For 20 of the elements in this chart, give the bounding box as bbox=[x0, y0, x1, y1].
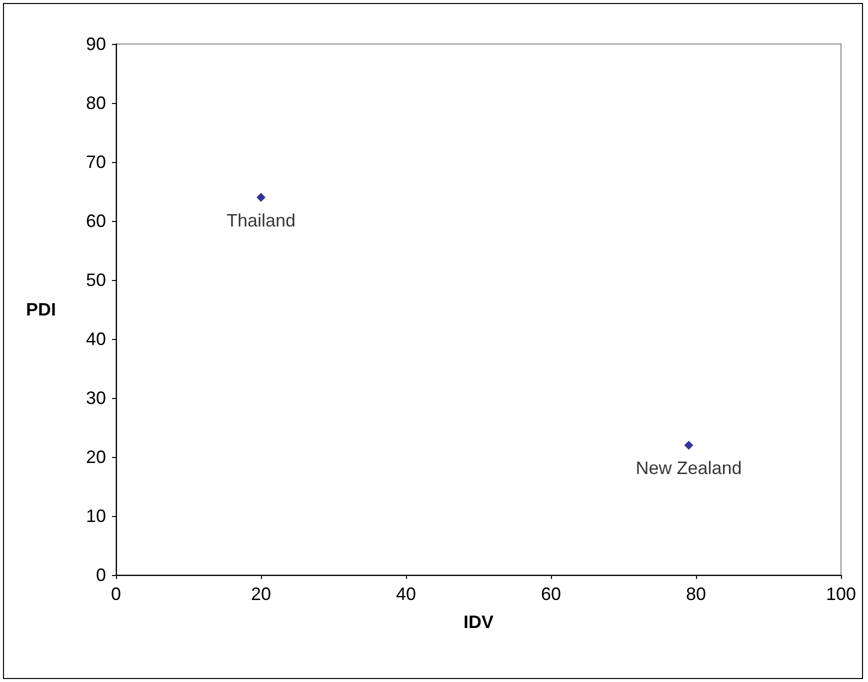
x-tick-label: 40 bbox=[396, 584, 416, 604]
x-tick-label: 100 bbox=[826, 584, 856, 604]
y-tick-label: 60 bbox=[86, 211, 106, 231]
x-tick-label: 0 bbox=[110, 584, 122, 604]
y-tick-label: 10 bbox=[86, 506, 106, 526]
x-tick-label: 60 bbox=[540, 584, 562, 604]
annotation: Thailand bbox=[226, 210, 296, 230]
x-tick-label: 80 bbox=[686, 584, 706, 604]
x-tick-label: 20 bbox=[250, 584, 272, 604]
y-tick-label: 30 bbox=[86, 388, 106, 408]
y-tick-label: 20 bbox=[86, 447, 106, 467]
y-tick-label: 40 bbox=[86, 329, 106, 349]
y-tick-label: 80 bbox=[86, 93, 106, 113]
y-tick-label: 90 bbox=[86, 34, 106, 54]
x-axis-title: IDV bbox=[463, 612, 494, 632]
y-tick-label: 70 bbox=[86, 152, 106, 172]
y-tick-label: 50 bbox=[86, 270, 106, 290]
annotation: New Zealand bbox=[636, 458, 742, 478]
y-tick-label: 0 bbox=[96, 565, 106, 585]
y-axis-title: PDI bbox=[26, 300, 56, 320]
